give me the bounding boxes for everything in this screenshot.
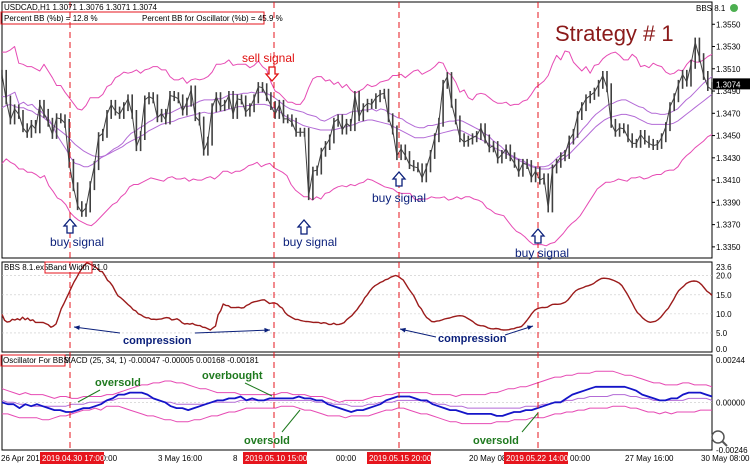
buy-signal-label: buy signal [515,246,569,260]
buy-signal-label: buy signal [283,235,337,249]
x-axis-tick-label: 30 May 08:00 [701,454,750,463]
zoom-icon [711,430,725,444]
price-y-tick-label: 1.3390 [716,198,741,207]
bandwidth-y-tick-label: 15.0 [716,291,732,300]
compression-label: compression [123,335,192,347]
compression-arrow-head [264,327,270,333]
bandwidth-line [1,262,713,331]
x-axis-highlight-label: 2019.05.10 15:00 [245,454,308,463]
oversold-label: oversold [95,377,141,389]
sell-arrow-icon [264,66,280,82]
x-axis-highlight-box [243,452,307,464]
price-y-tick-label: 1.3410 [716,176,741,185]
compression-arrow [73,326,121,334]
oversold-pointer [521,412,539,433]
x-axis-tick-label: 00:00 [97,454,118,463]
zoom-icon-handle [721,440,728,447]
bandwidth-y-tick-label: 5.0 [716,329,728,338]
price-y-tick-label: 1.3370 [716,221,741,230]
price-y-tick-label: 1.3530 [716,43,741,52]
buy-arrow-icon [62,218,78,234]
price-y-tick-label: 1.3510 [716,65,741,74]
price-y-tick-label: 1.3430 [716,154,741,163]
bandwidth-y-tick-label: 23.6 [716,263,732,272]
bandwidth-y-tick-label: 10.0 [716,310,732,319]
buy-arrow-icon [530,228,546,244]
x-axis-highlight-box [367,452,431,464]
oversold-pointer [281,409,301,433]
lower-band-line [1,134,713,247]
compression-label: compression [438,333,507,345]
price-y-tick-label: 1.3550 [716,20,741,29]
current-price-tag [713,78,750,90]
buy-arrow-icon [391,171,407,187]
x-axis-highlight-box [40,452,104,464]
x-axis-tick-label: 00:00 [336,454,357,463]
x-axis-tick-label: 20 May 08:00 [469,454,518,463]
price-y-tick-label: 1.3470 [716,109,741,118]
overbought-pointer [244,382,273,397]
oscillator-y-tick-label: 0.00000 [716,398,745,407]
buy-arrow-icon [296,219,312,235]
panel-frame-0 [1,1,713,259]
middle-band-line [1,94,713,170]
oversold-label: oversold [244,435,290,447]
buy-signal-label: buy signal [50,235,104,249]
inner-signal-line [2,76,713,168]
compression-arrow-head [400,327,406,333]
x-axis-tick-label: 8 [233,454,238,463]
compression-arrow-head [527,325,533,330]
buy-signal-label: buy signal [372,191,426,205]
panel-frame-2 [1,354,713,451]
panel-frame-1 [1,261,713,353]
oversold-pointer [77,389,101,403]
x-axis-tick-label: 00:00 [570,454,591,463]
macd-line [1,385,713,417]
oscillator-y-tick-label: -0.00246 [716,446,748,455]
current-price-label: 1.3074 [716,80,741,89]
macd-lower-band [2,405,712,425]
x-axis-highlight-box [504,452,568,464]
price-close-line [1,41,713,213]
x-axis-tick-label: 26 Apr 2019 [1,454,45,463]
compression-arrow [194,329,271,334]
macd-signal-line [1,394,713,409]
compression-arrow-head [74,325,80,330]
compression-arrow [399,328,437,338]
overbought-label: overbought [202,370,263,382]
x-axis-tick-label: 3 May 16:00 [158,454,203,463]
x-axis-highlight-label: 2019.05.22 14:00 [506,454,569,463]
price-y-tick-label: 1.3350 [716,243,741,252]
oscillator-y-tick-label: 0.00244 [716,356,745,365]
price-y-tick-label: 1.3450 [716,132,741,141]
bandwidth-y-tick-label: 0.0 [716,345,728,354]
x-axis-highlight-label: 2019.04.30 17:00 [42,454,105,463]
bandwidth-y-tick-label: 20.0 [716,272,732,281]
sell-signal-label: sell signal [242,51,295,65]
x-axis-tick-label: 27 May 16:00 [625,454,674,463]
upper-band-line [2,46,713,111]
price-y-tick-label: 1.3490 [716,87,741,96]
x-axis-highlight-label: 2019.05.15 20:00 [369,454,432,463]
macd-upper-band [1,370,713,403]
oversold-label: oversold [473,435,519,447]
